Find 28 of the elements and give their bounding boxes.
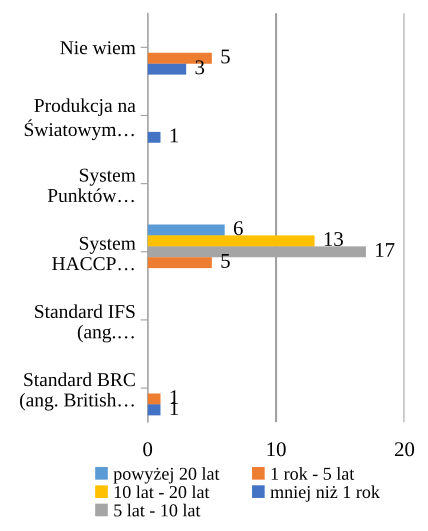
x-tick-label: 0 [143, 442, 152, 456]
y-tick-label: Standard IFS (ang.… [35, 304, 135, 342]
x-tick-label: 20 [394, 442, 414, 456]
data-label: 6 [234, 221, 243, 236]
bar [148, 132, 160, 143]
y-tick-label: System Punktów… [48, 168, 136, 202]
bar [148, 64, 186, 75]
bar [148, 404, 160, 416]
data-label: 1 [170, 128, 178, 142]
y-tick-label: Nie wiem [60, 41, 136, 54]
bar [148, 257, 212, 268]
y-tick-label: Standard BRC (ang. British… [20, 372, 135, 411]
data-label: 13 [324, 232, 343, 246]
data-label: 5 [221, 50, 230, 64]
bar [148, 235, 315, 246]
bar [148, 394, 160, 404]
y-tick-label: Produkcja na Światowym… [24, 98, 136, 140]
x-tick-label: 10 [267, 442, 286, 456]
y-tick-label: System HACCP… [52, 236, 136, 270]
legend-label: 10 lat - 20 lat [114, 485, 210, 498]
data-label: 17 [376, 243, 395, 257]
data-label: 3 [196, 60, 204, 74]
legend-label: 1 rok - 5 lat [272, 467, 354, 480]
data-label: 5 [221, 254, 230, 268]
legend-label: mniej niż 1 rok [270, 485, 380, 502]
legend-label: 5 lat - 10 lat [114, 504, 200, 516]
legend-label: powyżej 20 lat [114, 467, 220, 484]
bar [148, 224, 225, 236]
